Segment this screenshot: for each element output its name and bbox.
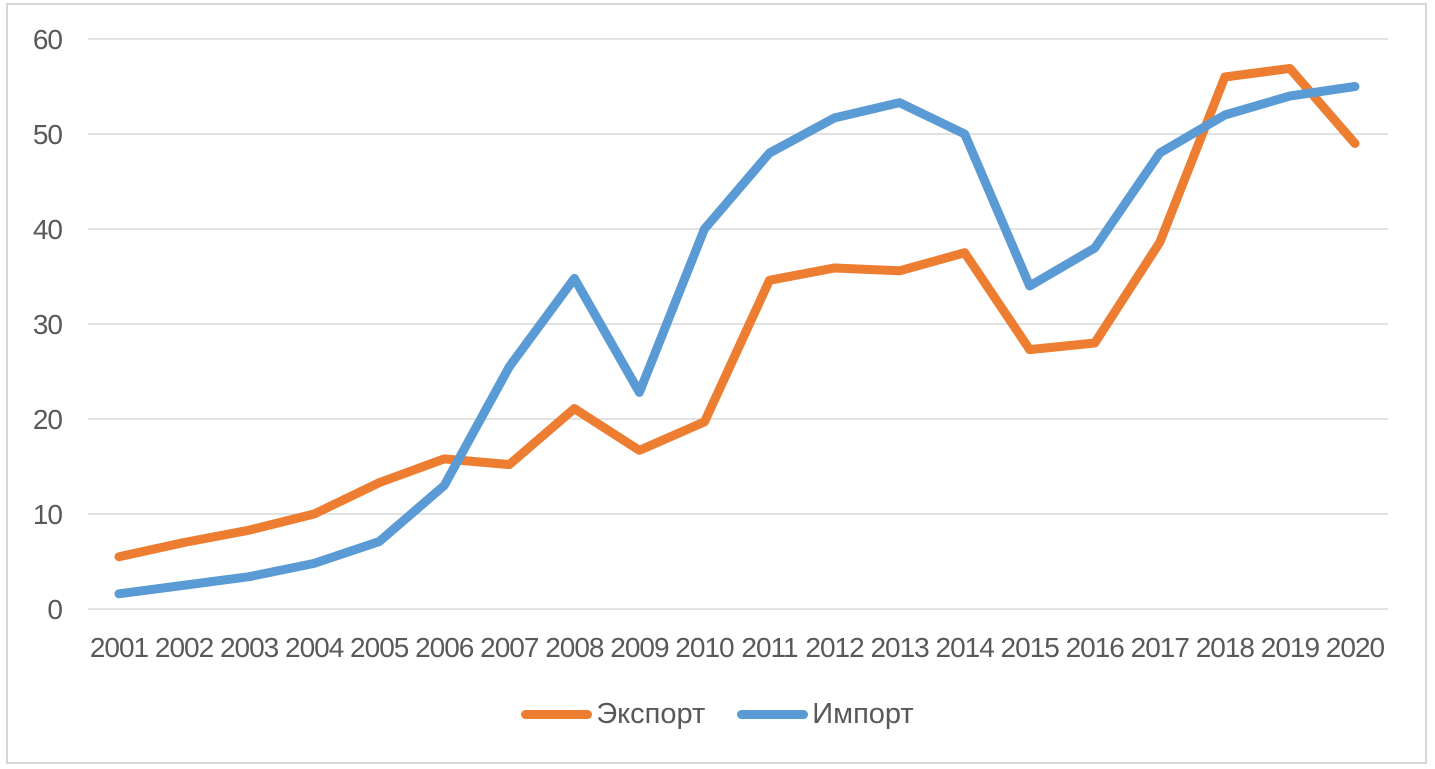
export-line-swatch (521, 709, 593, 719)
x-tick-label-2010: 2010 (675, 632, 734, 663)
series-line-import (114, 82, 1360, 599)
y-tick-label-20: 20 (33, 404, 63, 435)
x-tick-label-2016: 2016 (1066, 632, 1125, 663)
series-line-export (114, 63, 1360, 562)
y-tick-label-50: 50 (33, 119, 63, 150)
y-tick-label-0: 0 (47, 594, 62, 625)
x-tick-label-2015: 2015 (1001, 632, 1060, 663)
legend: Экспорт Импорт (0, 694, 1435, 734)
import-line-swatch (737, 709, 809, 719)
y-axis-tick-labels: 0 10 20 30 40 50 60 (33, 24, 64, 625)
x-tick-label-2001: 2001 (90, 632, 149, 663)
x-tick-label-2003: 2003 (220, 632, 279, 663)
x-tick-label-2014: 2014 (936, 632, 995, 663)
x-tick-label-2019: 2019 (1261, 632, 1320, 663)
x-tick-label-2005: 2005 (350, 632, 409, 663)
x-tick-label-2017: 2017 (1131, 632, 1190, 663)
legend-label-export: Экспорт (596, 697, 706, 730)
series-lines (114, 63, 1360, 599)
x-tick-label-2009: 2009 (610, 632, 669, 663)
y-tick-label-30: 30 (33, 309, 63, 340)
legend-item-export: Экспорт (521, 697, 706, 730)
x-tick-label-2004: 2004 (285, 632, 344, 663)
x-tick-label-2007: 2007 (480, 632, 539, 663)
y-tick-label-10: 10 (33, 499, 63, 530)
x-tick-label-2002: 2002 (155, 632, 214, 663)
x-tick-label-2018: 2018 (1196, 632, 1255, 663)
x-axis-tick-labels: 2001 2002 2003 2004 2005 2006 2007 2008 2009 2010… (90, 632, 1386, 663)
legend-label-import: Импорт (812, 697, 914, 730)
x-tick-label-2020: 2020 (1326, 632, 1385, 663)
legend-item-import: Импорт (737, 697, 914, 730)
x-tick-label-2013: 2013 (870, 632, 929, 663)
y-tick-label-60: 60 (33, 24, 63, 55)
x-tick-label-2012: 2012 (805, 632, 864, 663)
x-tick-label-2011: 2011 (741, 632, 798, 663)
x-tick-label-2006: 2006 (415, 632, 474, 663)
x-tick-label-2008: 2008 (545, 632, 604, 663)
y-tick-label-40: 40 (33, 214, 63, 245)
